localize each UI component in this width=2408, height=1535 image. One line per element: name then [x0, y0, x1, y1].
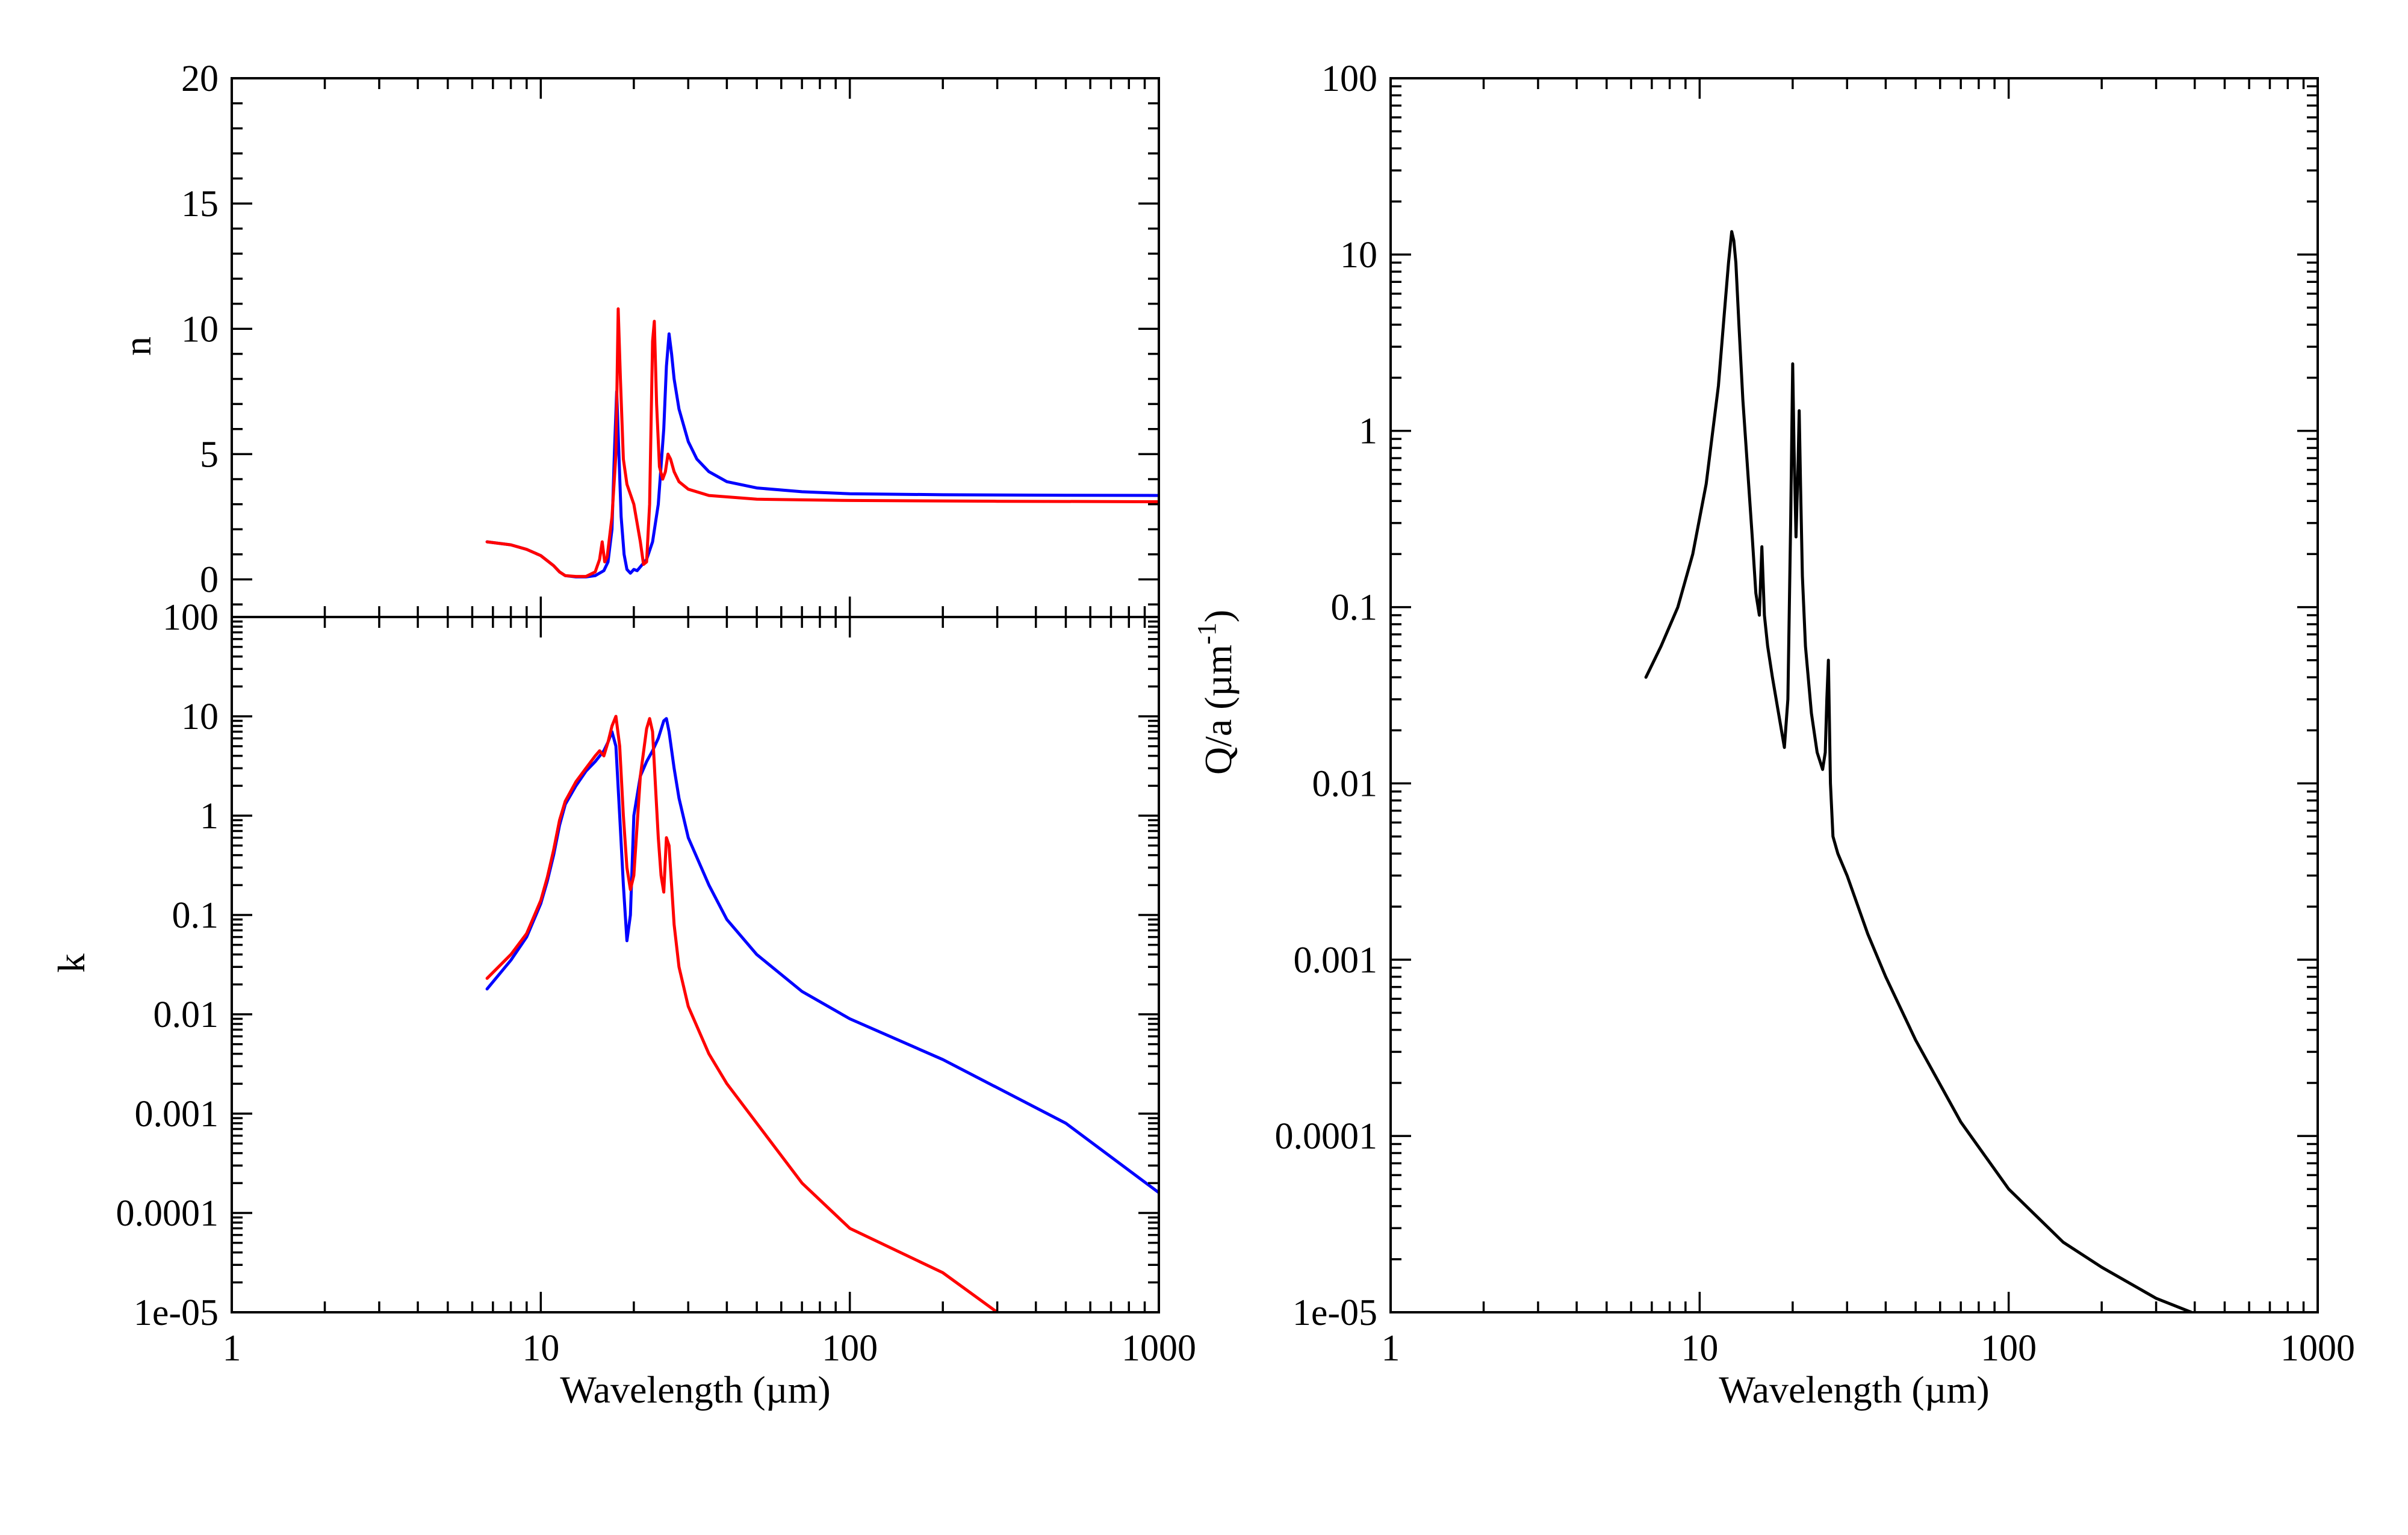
y-ticks [232, 616, 1159, 1313]
y-tick-label: 10 [181, 696, 219, 737]
y-tick-label: 5 [200, 434, 219, 475]
plot-frame [231, 77, 1160, 618]
y-tick-label: 0.0001 [1275, 1116, 1378, 1157]
qa-panel: 1e-05 0.0001 0.001 0.01 0.1 1 10 100 1 10 100 1000 W… [1192, 58, 2355, 1411]
y-tick-label: 10 [1340, 235, 1377, 276]
y-tick-label: 0.01 [154, 994, 219, 1035]
y-tick-label: 0.0001 [116, 1193, 219, 1234]
y-tick-label: 0.1 [172, 895, 219, 936]
y-tick-label: 0.1 [1331, 588, 1378, 628]
x-tick-label: 100 [822, 1328, 878, 1369]
x-tick-label: 1000 [2280, 1328, 2355, 1369]
x-tick-label: 1 [1382, 1328, 1400, 1369]
x-tick-label: 1 [223, 1328, 241, 1369]
y-axis-title-text: k [50, 954, 93, 973]
y-tick-label: 15 [181, 184, 219, 225]
y-tick-label: 1 [200, 796, 219, 837]
y-tick-label: 0.001 [1294, 940, 1378, 981]
x-axis-title: Wavelength (µm) [560, 1368, 830, 1411]
plot-frame [231, 616, 1160, 1313]
y-tick-label: 20 [181, 58, 219, 99]
x-ticks [231, 617, 1160, 1312]
y-axis-title: n [116, 336, 159, 356]
y-axis-title-end: ) [1197, 610, 1240, 622]
plot-frame [1389, 77, 2319, 1313]
n-panel: 0 5 10 15 20 n [116, 58, 1160, 618]
y-tick-label: 0.01 [1312, 763, 1378, 804]
x-tick-label: 10 [1681, 1328, 1718, 1369]
k-panel: 1e-05 0.0001 0.001 0.01 0.1 1 10 100 1 10 100 1000 W… [50, 597, 1196, 1411]
y-ticks [232, 77, 1159, 606]
x-tick-label: 10 [522, 1328, 559, 1369]
y-tick-label: 0 [200, 560, 219, 601]
series-line-red [485, 715, 999, 1312]
series-line-red [485, 307, 1159, 578]
y-tick-label: 100 [1321, 58, 1377, 99]
y-axis-title-text: n [116, 336, 159, 356]
x-axis-title: Wavelength (µm) [1719, 1368, 1989, 1411]
y-tick-label: 100 [163, 597, 219, 638]
y-ticks [1391, 77, 2318, 1313]
y-axis-title-text: Q/a (µm [1197, 645, 1240, 775]
x-tick-label: 100 [1981, 1328, 2037, 1369]
y-tick-label: 10 [181, 309, 219, 350]
x-ticks [231, 78, 1160, 617]
y-tick-label: 0.001 [135, 1094, 219, 1135]
y-axis-title: Q/a (µm-1) [1192, 610, 1240, 775]
y-axis-title-superscript: -1 [1192, 622, 1221, 645]
x-ticks [1389, 78, 2319, 1312]
series-line-blue [485, 332, 1159, 578]
y-tick-label: 1 [1359, 411, 1377, 452]
y-tick-label: 1e-05 [134, 1292, 219, 1333]
series-line-blue [485, 717, 1159, 1194]
series-line-black [1644, 230, 2193, 1312]
y-axis-title: k [50, 954, 93, 973]
y-tick-label: 1e-05 [1292, 1292, 1377, 1333]
x-tick-label: 1000 [1122, 1328, 1196, 1369]
